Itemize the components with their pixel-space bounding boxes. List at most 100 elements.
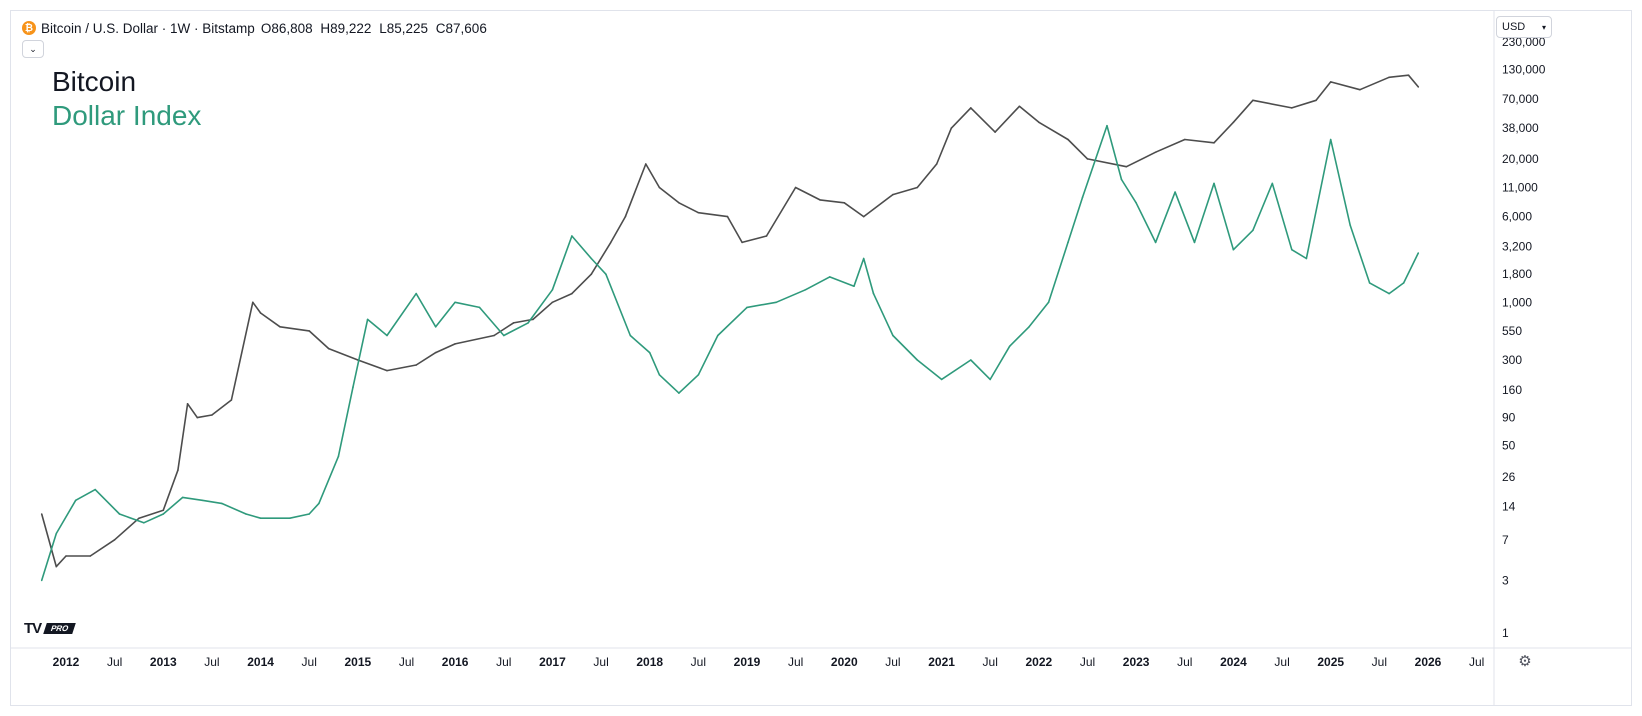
- bitcoin-data-point: [386, 369, 388, 372]
- bitcoin-data-point: [1213, 142, 1215, 144]
- bitcoin-data-point: [571, 292, 573, 295]
- dollar-index-data-point: [1232, 248, 1235, 251]
- time-tick-label: Jul: [399, 655, 414, 669]
- bitcoin-data-point: [819, 199, 821, 201]
- dollar-index-data-point: [746, 306, 748, 309]
- time-axis[interactable]: 2012 Jul 2013 Jul 2014 Jul 2015 Jul 2016 Jul 2017 J…: [53, 655, 1485, 669]
- bitcoin-data-point: [1018, 105, 1021, 108]
- gear-icon[interactable]: ⚙: [1518, 653, 1532, 670]
- dollar-index-data-point: [678, 392, 680, 394]
- price-tick-label: 1,000: [1502, 295, 1532, 309]
- bitcoin-data-point: [610, 241, 612, 244]
- open-key: O: [260, 20, 272, 36]
- price-tick-label: 6,000: [1502, 210, 1532, 224]
- bitcoin-data-point: [196, 416, 199, 419]
- bitcoin-data-point: [1232, 121, 1235, 124]
- bitcoin-data-point: [211, 414, 213, 416]
- dollar-index-data-point: [220, 502, 223, 505]
- dollar-index-data-point: [1028, 326, 1030, 328]
- dollar-index-data-point: [1271, 182, 1274, 185]
- bitcoin-data-point: [1291, 107, 1293, 109]
- bitcoin-data-point: [532, 318, 534, 321]
- dollar-index-data-point: [94, 488, 96, 491]
- dollar-index-data-point: [386, 334, 388, 337]
- time-tick-label: Jul: [691, 655, 706, 669]
- legend-collapse-button[interactable]: ⌄: [22, 40, 44, 58]
- bitcoin-data-point: [1125, 165, 1128, 168]
- low-value: 85,225: [386, 20, 429, 36]
- price-tick-label: 1,800: [1502, 267, 1532, 281]
- logo-mark: TV: [24, 620, 42, 637]
- pro-badge: PRO: [43, 623, 77, 634]
- price-tick-label: 50: [1502, 439, 1516, 453]
- dollar-index-data-point: [804, 289, 807, 291]
- low-key: L: [379, 20, 387, 36]
- ohlc-readout: O86,808 H89,222 L85,225 C87,606: [261, 21, 491, 36]
- bitcoin-data-point: [252, 301, 254, 304]
- bitcoin-data-point: [658, 186, 661, 189]
- dollar-index-data-point: [1349, 224, 1351, 227]
- bitcoin-data-point: [113, 539, 116, 541]
- currency-label: USD: [1502, 21, 1526, 33]
- dollar-index-data-point: [970, 359, 972, 361]
- symbol-title[interactable]: Bitcoin / U.S. Dollar · 1W · Bitstamp: [41, 20, 255, 36]
- bitcoin-data-point: [765, 235, 768, 237]
- bitcoin-data-point: [741, 241, 743, 244]
- dollar-index-data-point: [143, 522, 145, 524]
- dollar-index-data-point: [181, 496, 184, 499]
- currency-selector[interactable]: USD ▾: [1496, 16, 1552, 38]
- dollar-index-data-point: [1154, 241, 1157, 244]
- high-key: H: [320, 20, 331, 36]
- bitcoin-data-point: [512, 322, 515, 324]
- dollar-index-data-point: [1252, 229, 1254, 232]
- dollar-index-data-point: [853, 285, 855, 288]
- dollar-index-data-point: [629, 334, 632, 337]
- bitcoin-data-point: [551, 301, 554, 304]
- dollar-index-data-point: [717, 334, 719, 337]
- bitcoin-data-point: [843, 202, 846, 204]
- bitcoin-data-point: [230, 399, 233, 401]
- time-tick-label: Jul: [302, 655, 317, 669]
- series-layer: [40, 74, 1420, 582]
- dollar-index-data-point: [1106, 124, 1108, 127]
- dollar-index-data-point: [648, 351, 651, 354]
- price-tick-label: 1: [1502, 626, 1509, 640]
- time-tick-label: 2025: [1317, 655, 1344, 669]
- chevron-down-icon: ⌄: [29, 43, 37, 54]
- dollar-index-data-point: [245, 513, 247, 515]
- price-tick-label: 26: [1502, 470, 1516, 484]
- time-tick-label: 2026: [1415, 655, 1442, 669]
- price-tick-label: 7: [1502, 533, 1509, 547]
- dollar-index-data-point: [318, 502, 320, 505]
- legend-dollar-index: Dollar Index: [52, 100, 202, 131]
- dollar-index-data-point: [916, 359, 919, 361]
- dollar-index-data-point: [1081, 196, 1084, 198]
- time-tick-label: 2015: [345, 655, 372, 669]
- time-tick-label: 2018: [636, 655, 663, 669]
- dollar-index-data-point: [55, 532, 58, 535]
- legend-bitcoin: Bitcoin: [52, 66, 137, 97]
- time-tick-label: Jul: [1080, 655, 1095, 669]
- dollar-index-data-point: [775, 301, 777, 304]
- bitcoin-data-point: [1388, 76, 1390, 79]
- dollar-index-data-point: [289, 517, 291, 519]
- bitcoin-data-point: [259, 312, 262, 314]
- dollar-index-data-point: [1291, 248, 1293, 251]
- dollar-index-data-point: [571, 235, 573, 237]
- bitcoin-data-point: [89, 555, 92, 557]
- time-tick-label: 2014: [247, 655, 274, 669]
- dollar-index-data-point: [478, 306, 481, 309]
- dollar-index-data-point: [658, 374, 661, 376]
- bitcoin-data-point: [590, 273, 593, 276]
- price-axis[interactable]: 230,000130,00070,00038,00020,00011,0006,…: [1502, 35, 1546, 640]
- bitcoin-data-point: [892, 193, 894, 196]
- bitcoin-data-point: [916, 186, 919, 189]
- time-tick-label: Jul: [593, 655, 608, 669]
- close-key: C: [435, 20, 446, 36]
- chevron-down-icon: ▾: [1541, 22, 1546, 32]
- bitcoin-data-point: [950, 127, 953, 129]
- time-tick-label: Jul: [204, 655, 219, 669]
- time-tick-label: 2016: [442, 655, 469, 669]
- time-tick-label: Jul: [1469, 655, 1484, 669]
